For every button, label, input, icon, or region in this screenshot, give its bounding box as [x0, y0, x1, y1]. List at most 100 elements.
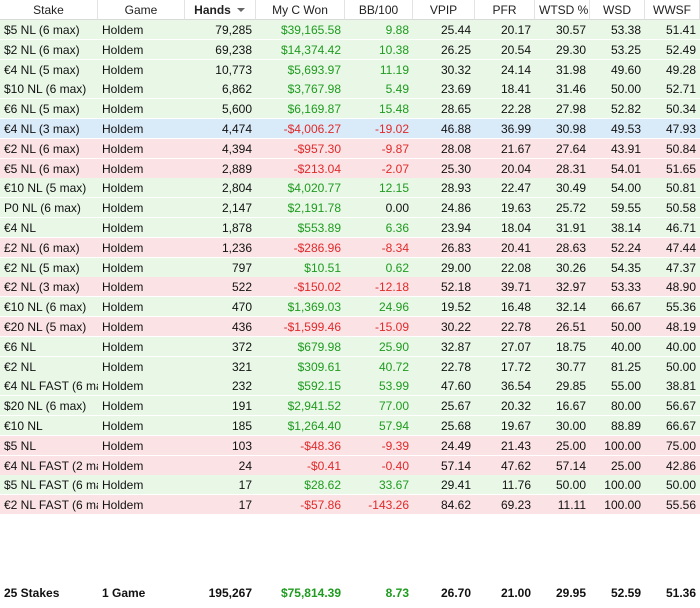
- table-row[interactable]: [0, 475, 700, 496]
- table-cell: 12.15: [378, 181, 409, 196]
- table-cell: $679.98: [297, 339, 341, 354]
- table-row[interactable]: [0, 218, 700, 238]
- table-cell: 33.67: [378, 478, 409, 493]
- table-row[interactable]: [0, 59, 700, 80]
- table-cell: 19.67: [500, 419, 531, 433]
- table-row[interactable]: [0, 336, 700, 357]
- table-row[interactable]: [0, 257, 700, 278]
- table-cell: 26.83: [440, 240, 471, 255]
- table-cell: 470: [231, 300, 252, 315]
- table-cell: €6 NL (5 max): [4, 102, 80, 117]
- table-cell: 40.00: [665, 339, 696, 354]
- table-cell: 1,236: [221, 240, 252, 255]
- table-row[interactable]: [0, 20, 700, 40]
- table-cell: 30.57: [555, 23, 586, 37]
- column-header[interactable]: My C Won: [256, 0, 345, 20]
- header-label: BB/100: [358, 3, 399, 17]
- table-cell: 40.72: [378, 359, 409, 374]
- table-row[interactable]: [0, 158, 700, 179]
- table-row[interactable]: [0, 277, 700, 298]
- table-cell: $2,941.52: [287, 399, 341, 414]
- table-cell: 25.30: [440, 161, 471, 176]
- table-cell: 24: [238, 458, 252, 473]
- table-cell: 50.00: [610, 82, 641, 97]
- table-row[interactable]: [0, 119, 700, 139]
- table-cell: €4 NL FAST (6 max): [4, 379, 98, 394]
- table-row[interactable]: [0, 356, 700, 377]
- table-cell: Holdem: [102, 478, 144, 493]
- column-header[interactable]: WTSD %: [535, 0, 590, 20]
- table-cell: -$286.96: [293, 240, 341, 255]
- table-row[interactable]: [0, 297, 700, 318]
- table-cell: €6 NL: [4, 339, 37, 354]
- table-row[interactable]: [0, 376, 700, 397]
- table-cell: 31.98: [555, 62, 586, 77]
- table-cell: 17: [238, 498, 252, 513]
- table-cell: -9.39: [381, 438, 409, 453]
- table-cell: -2.07: [381, 161, 409, 176]
- table-cell: 436: [231, 320, 252, 334]
- table-row[interactable]: [0, 178, 700, 199]
- table-cell: 50.00: [665, 359, 696, 374]
- table-cell: 24.14: [500, 62, 531, 77]
- table-row[interactable]: [0, 99, 700, 120]
- table-cell: 372: [231, 339, 252, 354]
- table-row[interactable]: [0, 237, 700, 258]
- table-cell: 30.77: [555, 359, 586, 374]
- table-row[interactable]: [0, 138, 700, 159]
- column-header[interactable]: WWSF: [645, 0, 700, 20]
- column-header[interactable]: Stake: [0, 0, 98, 20]
- table-cell: $6,169.87: [287, 102, 341, 117]
- table-row[interactable]: [0, 495, 700, 516]
- table-cell: 53.38: [610, 23, 641, 37]
- table-cell: 16.67: [555, 399, 586, 414]
- table-row[interactable]: [0, 39, 700, 60]
- table-cell: -19.02: [374, 122, 409, 136]
- table-cell: 29.85: [555, 379, 586, 394]
- total-cell: $75,814.39: [280, 586, 341, 600]
- table-cell: Holdem: [102, 339, 144, 354]
- table-cell: 50.84: [665, 141, 696, 156]
- table-cell: Holdem: [102, 161, 144, 176]
- table-cell: 46.88: [440, 122, 471, 136]
- table-cell: 49.60: [610, 62, 641, 77]
- table-cell: 30.22: [440, 320, 471, 334]
- table-row[interactable]: [0, 416, 700, 436]
- column-header[interactable]: WSD: [590, 0, 645, 20]
- table-row[interactable]: [0, 79, 700, 100]
- table-row[interactable]: [0, 455, 700, 476]
- table-cell: 25.68: [440, 419, 471, 433]
- table-row[interactable]: [0, 198, 700, 219]
- table-cell: 24.86: [440, 201, 471, 216]
- table-cell: -143.26: [368, 498, 409, 513]
- table-cell: Holdem: [102, 221, 144, 235]
- table-cell: 185: [231, 419, 252, 433]
- table-cell: 39.71: [500, 280, 531, 295]
- table-cell: 5.49: [385, 82, 409, 97]
- table-cell: 43.91: [610, 141, 641, 156]
- table-cell: €4 NL: [4, 221, 37, 235]
- column-header[interactable]: Game: [98, 0, 185, 20]
- table-cell: 27.64: [555, 141, 586, 156]
- table-cell: 16.48: [500, 300, 531, 315]
- column-header[interactable]: PFR: [475, 0, 535, 20]
- table-cell: 66.67: [665, 419, 696, 433]
- table-row[interactable]: [0, 396, 700, 417]
- column-header[interactable]: Hands: [185, 0, 256, 20]
- table-cell: 30.00: [555, 419, 586, 433]
- table-cell: 25.00: [610, 458, 641, 473]
- table-cell: 100.00: [604, 438, 641, 453]
- table-cell: $4,020.77: [287, 181, 341, 196]
- table-cell: Holdem: [102, 300, 144, 315]
- table-cell: $2,191.78: [287, 201, 341, 216]
- column-header[interactable]: BB/100: [345, 0, 413, 20]
- table-cell: €5 NL (6 max): [4, 161, 80, 176]
- table-cell: 100.00: [604, 478, 641, 493]
- table-cell: 20.54: [500, 42, 531, 57]
- column-header[interactable]: VPIP: [413, 0, 475, 20]
- table-cell: $10.51: [304, 260, 341, 275]
- header-label: PFR: [492, 3, 517, 17]
- table-row[interactable]: [0, 317, 700, 337]
- header-label: Stake: [33, 3, 64, 17]
- table-row[interactable]: [0, 435, 700, 456]
